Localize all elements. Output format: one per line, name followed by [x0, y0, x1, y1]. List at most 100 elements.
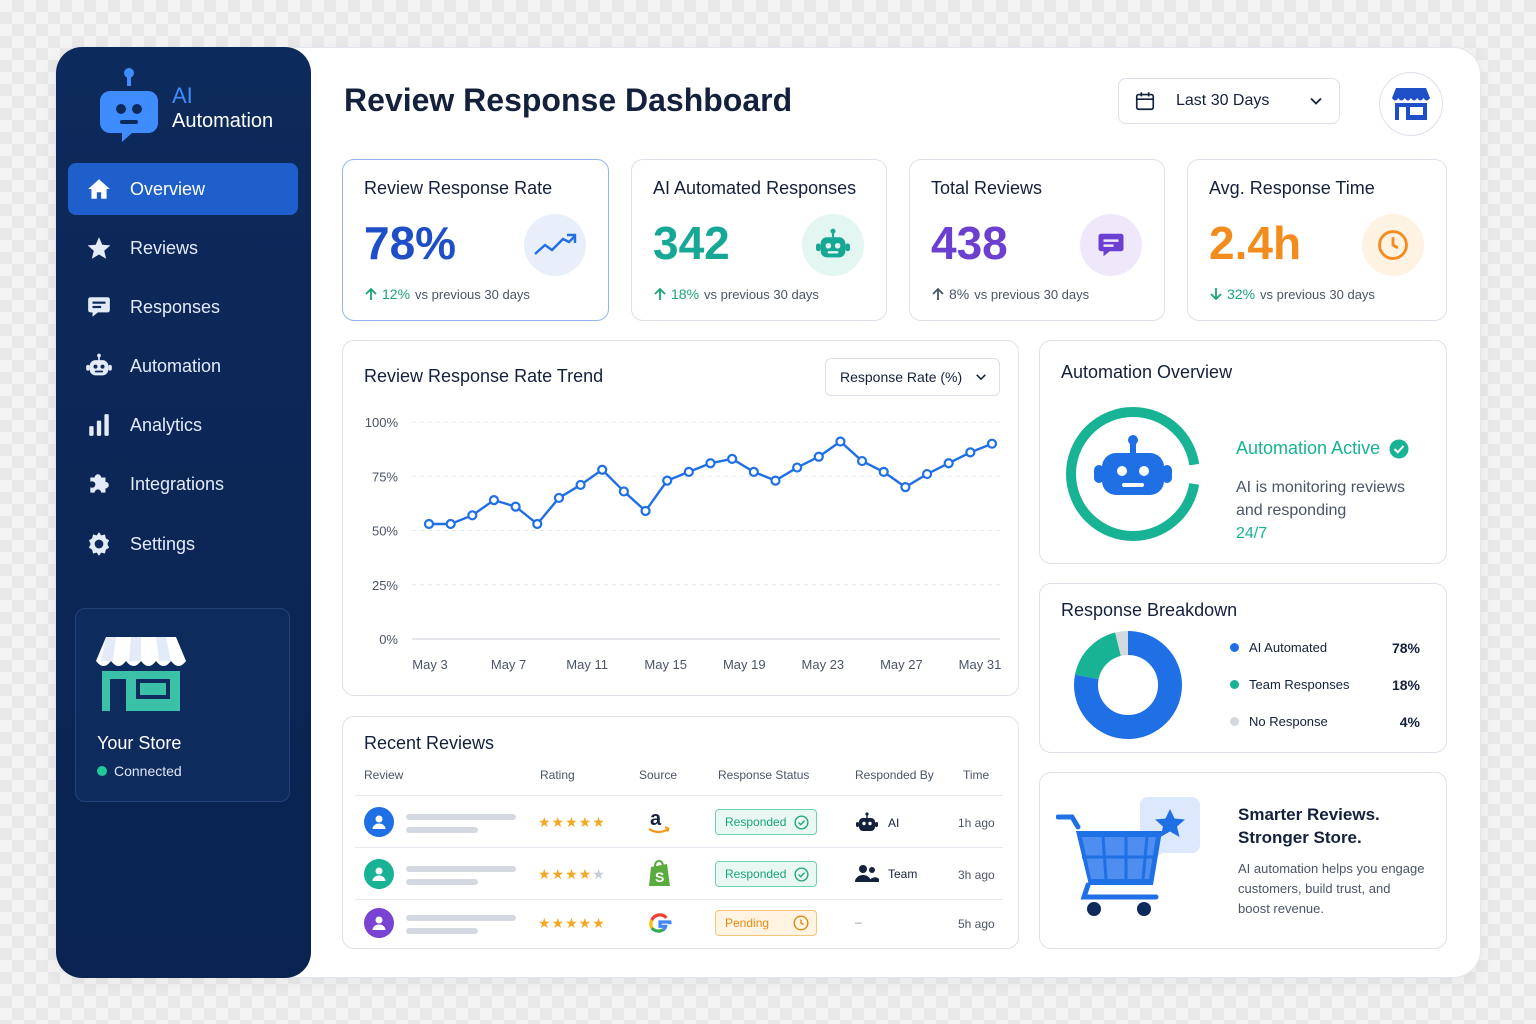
trend-chart-card: Review Response Rate Trend Response Rate… — [342, 340, 1019, 696]
status-text: Pending — [725, 916, 770, 930]
data-point[interactable] — [510, 501, 521, 512]
review-time: 3h ago — [958, 868, 995, 882]
data-point[interactable] — [986, 438, 998, 449]
promo-body-line-2: customers, build trust, and — [1238, 881, 1391, 896]
check-circle-icon — [794, 866, 809, 882]
store-status: Connected — [97, 763, 182, 779]
data-point[interactable] — [467, 510, 478, 521]
recent-reviews-card: Recent Reviews Review Rating Source Resp… — [342, 716, 1019, 949]
data-point[interactable] — [423, 518, 435, 530]
sidebar-item-settings[interactable]: Settings — [68, 518, 298, 570]
data-point[interactable] — [921, 468, 933, 480]
page-title: Review Response Dashboard — [344, 82, 793, 118]
automation-line-2: and responding — [1236, 502, 1347, 519]
sidebar-item-reviews[interactable]: Reviews — [68, 222, 298, 274]
data-point[interactable] — [618, 486, 629, 497]
kpi-delta-value: 18% — [671, 286, 700, 302]
store-card[interactable]: Your Store Connected — [75, 608, 290, 802]
data-point[interactable] — [813, 451, 824, 462]
kpi-card-response-rate[interactable]: Review Response Rate 78% 12% vs previous… — [342, 159, 609, 321]
data-point[interactable] — [662, 475, 673, 486]
x-tick-label: May 19 — [723, 657, 766, 672]
store-icon — [1392, 88, 1430, 120]
x-tick-label: May 27 — [880, 657, 923, 672]
legend-label: No Response — [1249, 714, 1328, 729]
kpi-delta: 8% vs previous 30 days — [931, 286, 1089, 302]
data-point[interactable] — [488, 495, 500, 506]
brand-logo[interactable]: AI Automation — [94, 67, 294, 147]
kpi-title: AI Automated Responses — [653, 178, 857, 198]
promo-body: AI automation helps you engage customers… — [1238, 859, 1424, 919]
metric-select[interactable]: Response Rate (%) — [825, 358, 1000, 396]
review-text-placeholder — [406, 866, 516, 872]
date-range-select[interactable]: Last 30 Days — [1118, 78, 1340, 124]
sidebar-item-automation[interactable]: Automation — [68, 340, 298, 392]
review-text-placeholder — [406, 814, 516, 820]
review-time: 5h ago — [958, 917, 995, 931]
data-point[interactable] — [683, 466, 694, 478]
data-point[interactable] — [727, 453, 738, 464]
data-point[interactable] — [770, 475, 781, 486]
sidebar-item-integrations[interactable]: Integrations — [68, 458, 298, 510]
data-point[interactable] — [900, 482, 911, 493]
promo-card: Smarter Reviews. Stronger Store. AI auto… — [1039, 772, 1447, 949]
kpi-card-avg-response-time[interactable]: Avg. Response Time 2.4h 32% vs previous … — [1187, 159, 1447, 321]
sidebar-item-analytics[interactable]: Analytics — [68, 399, 298, 451]
automation-status-ring — [1066, 407, 1200, 541]
x-tick-label: May 7 — [491, 657, 526, 672]
data-point[interactable] — [748, 466, 759, 478]
legend-pct: 18% — [1391, 676, 1420, 693]
data-point[interactable] — [835, 436, 846, 447]
legend-label: AI Automated — [1249, 640, 1328, 655]
google-icon — [649, 913, 672, 933]
check-circle-icon — [794, 814, 809, 830]
data-point[interactable] — [943, 458, 954, 469]
x-tick-label: May 23 — [802, 657, 845, 672]
x-tick-label: May 3 — [412, 657, 447, 672]
kpi-card-ai-responses[interactable]: AI Automated Responses 342 18% vs previo… — [631, 159, 887, 321]
review-text-placeholder — [406, 915, 516, 921]
data-point[interactable] — [445, 518, 456, 530]
table-row[interactable]: ★★★★★ S Responded Team 3h ago — [355, 847, 1003, 899]
data-point[interactable] — [705, 458, 716, 469]
brand-name: Automation — [172, 110, 274, 132]
store-name: Your Store — [97, 733, 182, 753]
kpi-card-total-reviews[interactable]: Total Reviews 438 8% vs previous 30 days — [909, 159, 1165, 321]
data-point[interactable] — [532, 518, 543, 530]
robot-icon — [856, 812, 878, 831]
data-point[interactable] — [553, 492, 565, 504]
x-tick-label: May 11 — [566, 657, 608, 672]
legend-team-responses: Team Responses 18% — [1230, 676, 1420, 693]
avatar — [364, 807, 394, 837]
donut-slice[interactable] — [1074, 631, 1182, 739]
data-point[interactable] — [965, 447, 976, 458]
data-point[interactable] — [597, 464, 608, 475]
store-profile-button[interactable] — [1379, 72, 1443, 136]
robot-icon — [82, 349, 116, 383]
sidebar-item-overview[interactable]: Overview — [68, 163, 298, 215]
data-point[interactable] — [575, 479, 586, 491]
star-icon — [82, 231, 116, 265]
avatar — [364, 859, 394, 889]
automation-overview-card: Automation Overview Automation Active AI… — [1039, 340, 1447, 564]
data-point[interactable] — [856, 455, 868, 467]
automation-overview-title: Automation Overview — [1061, 362, 1233, 382]
data-point[interactable] — [640, 505, 651, 517]
table-row[interactable]: ★★★★★ a Responded AI 1h ago — [355, 795, 1003, 847]
date-range-value: Last 30 Days — [1176, 92, 1270, 109]
data-point[interactable] — [792, 462, 803, 473]
data-point[interactable] — [878, 466, 889, 478]
svg-text:S: S — [655, 869, 664, 885]
calendar-icon — [1135, 92, 1155, 111]
puzzle-icon — [82, 467, 116, 501]
sidebar-item-responses[interactable]: Responses — [68, 281, 298, 333]
y-tick-label: 75% — [372, 469, 398, 484]
table-row[interactable]: ★★★★★ Pending – 5h ago — [355, 899, 1003, 947]
team-icon — [855, 865, 879, 882]
trend-chart-title: Review Response Rate Trend — [364, 366, 604, 386]
sidebar-item-label: Integrations — [130, 473, 225, 494]
responded-by: AI — [855, 812, 899, 834]
amazon-icon: a — [648, 808, 670, 834]
robot-logo-icon — [100, 68, 158, 142]
gear-icon — [82, 527, 116, 561]
